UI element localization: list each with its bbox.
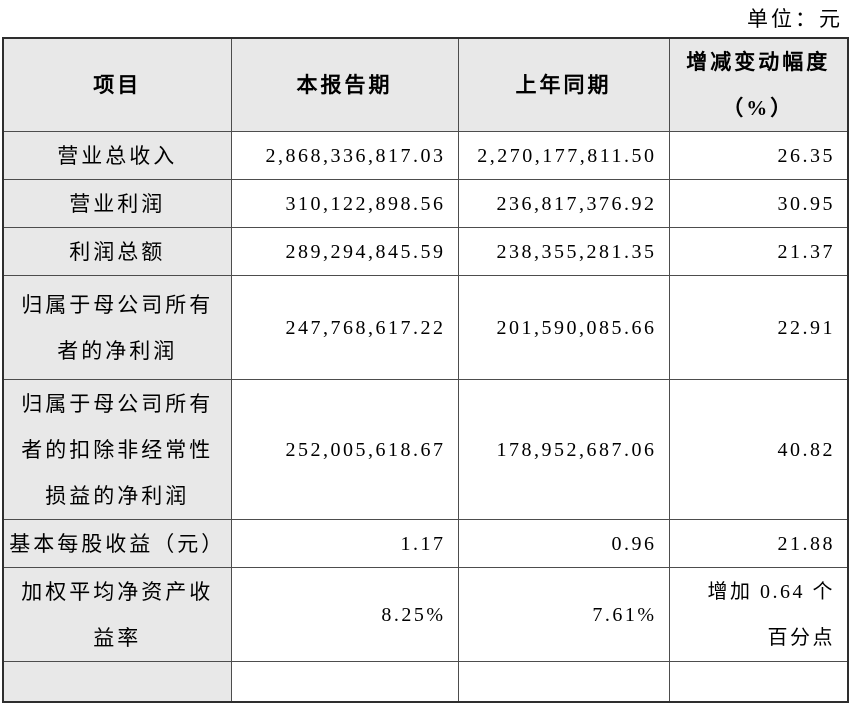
table-row: 利润总额 289,294,845.59 238,355,281.35 21.37 xyxy=(2,227,849,276)
prior-period-value: 7.61% xyxy=(457,567,670,662)
header-change-percent: 增减变动幅度 （%） xyxy=(668,37,849,132)
item-label-cell: 利润总额 xyxy=(2,227,232,276)
current-period-value: 1.17 xyxy=(230,519,459,568)
prior-period-value: 2,270,177,811.50 xyxy=(457,131,670,180)
prior-period-value: 178,952,687.06 xyxy=(457,379,670,520)
header-row: 项目 本报告期 上年同期 增减变动幅度 （%） xyxy=(2,37,849,132)
item-label-cell: 归属于母公司所有 者的净利润 xyxy=(2,275,232,380)
prior-period-value: 0.96 xyxy=(457,519,670,568)
change-value: 26.35 xyxy=(668,131,849,180)
prior-period-value xyxy=(457,661,670,702)
current-period-value: 289,294,845.59 xyxy=(230,227,459,276)
change-value xyxy=(668,661,849,702)
item-label-cell: 加权平均净资产收 益率 xyxy=(2,567,232,662)
current-period-value: 247,768,617.22 xyxy=(230,275,459,380)
item-label-cell: 营业利润 xyxy=(2,179,232,228)
unit-label: 单位：元 xyxy=(747,7,843,31)
table-row: 归属于母公司所有 者的净利润 247,768,617.22 201,590,08… xyxy=(2,275,849,380)
current-period-value: 2,868,336,817.03 xyxy=(230,131,459,180)
item-label-cell: 基本每股收益（元） xyxy=(2,519,232,568)
current-period-value: 8.25% xyxy=(230,567,459,662)
header-item: 项目 xyxy=(2,37,232,132)
change-value: 21.88 xyxy=(668,519,849,568)
current-period-value xyxy=(230,661,459,702)
table-row: 营业总收入 2,868,336,817.03 2,270,177,811.50 … xyxy=(2,131,849,180)
item-label-cell: 营业总收入 xyxy=(2,131,232,180)
change-value: 22.91 xyxy=(668,275,849,380)
table-row: 基本每股收益（元） 1.17 0.96 21.88 xyxy=(2,519,849,568)
table-row-partial xyxy=(2,661,849,702)
header-current-period: 本报告期 xyxy=(230,37,459,132)
current-period-value: 310,122,898.56 xyxy=(230,179,459,228)
prior-period-value: 236,817,376.92 xyxy=(457,179,670,228)
change-value: 40.82 xyxy=(668,379,849,520)
table-row: 归属于母公司所有 者的扣除非经常性 损益的净利润 252,005,618.67 … xyxy=(2,379,849,520)
change-value: 21.37 xyxy=(668,227,849,276)
table-row: 营业利润 310,122,898.56 236,817,376.92 30.95 xyxy=(2,179,849,228)
item-label-cell xyxy=(2,661,232,702)
change-value: 30.95 xyxy=(668,179,849,228)
table-row: 加权平均净资产收 益率 8.25% 7.61% 增加 0.64 个 百分点 xyxy=(2,567,849,662)
financial-summary-table: 项目 本报告期 上年同期 增减变动幅度 （%） 营业总收入 2,868,336,… xyxy=(2,37,849,703)
prior-period-value: 201,590,085.66 xyxy=(457,275,670,380)
change-value: 增加 0.64 个 百分点 xyxy=(668,567,849,662)
prior-period-value: 238,355,281.35 xyxy=(457,227,670,276)
header-prior-period: 上年同期 xyxy=(457,37,670,132)
current-period-value: 252,005,618.67 xyxy=(230,379,459,520)
item-label-cell: 归属于母公司所有 者的扣除非经常性 损益的净利润 xyxy=(2,379,232,520)
